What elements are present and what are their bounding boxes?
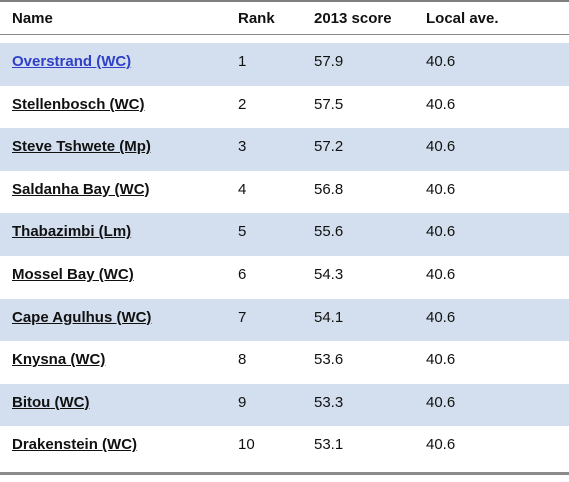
table-row: Overstrand (WC) 1 57.9 40.6	[0, 43, 569, 86]
municipality-link[interactable]: Saldanha Bay (WC)	[12, 180, 150, 198]
local-average-cell: 40.6	[426, 223, 456, 241]
local-average-cell: 40.6	[426, 180, 456, 198]
table-row: Drakenstein (WC) 10 53.1 40.6	[0, 426, 569, 469]
score-cell: 57.2	[314, 138, 344, 156]
score-cell: 57.9	[314, 53, 344, 70]
score-cell: 55.6	[314, 223, 344, 241]
score-cell: 53.1	[314, 436, 344, 454]
table-row: Mossel Bay (WC) 6 54.3 40.6	[0, 256, 569, 299]
table-top-rule	[0, 0, 569, 2]
score-cell: 56.8	[314, 180, 344, 198]
rank-cell: 4	[238, 180, 247, 198]
rank-cell: 6	[238, 265, 247, 283]
rank-cell: 9	[238, 393, 247, 411]
rank-cell: 5	[238, 223, 247, 241]
local-average-cell: 40.6	[426, 138, 456, 156]
municipality-link[interactable]: Mossel Bay (WC)	[12, 265, 134, 283]
local-average-cell: 40.6	[426, 53, 456, 70]
table-bottom-rule	[0, 472, 569, 475]
table-row: Thabazimbi (Lm) 5 55.6 40.6	[0, 213, 569, 256]
table-row: Saldanha Bay (WC) 4 56.8 40.6	[0, 171, 569, 214]
table-header-rule	[0, 34, 569, 35]
score-cell: 54.1	[314, 308, 344, 326]
rank-cell: 7	[238, 308, 247, 326]
score-cell: 57.5	[314, 95, 344, 113]
score-cell: 53.3	[314, 393, 344, 411]
rank-cell: 3	[238, 138, 247, 156]
table-body: Overstrand (WC) 1 57.9 40.6 Stellenbosch…	[0, 43, 569, 469]
municipality-link[interactable]: Stellenbosch (WC)	[12, 95, 145, 113]
table-row: Knysna (WC) 8 53.6 40.6	[0, 341, 569, 384]
local-average-cell: 40.6	[426, 95, 456, 113]
table-header-row: Name Rank 2013 score Local ave.	[0, 2, 569, 34]
rank-cell: 1	[238, 53, 247, 70]
local-average-cell: 40.6	[426, 436, 456, 454]
municipality-link[interactable]: Drakenstein (WC)	[12, 436, 138, 454]
local-average-cell: 40.6	[426, 393, 456, 411]
header-rank: Rank	[238, 10, 275, 27]
rank-cell: 8	[238, 351, 247, 369]
header-local-average: Local ave.	[426, 10, 499, 27]
table-row: Bitou (WC) 9 53.3 40.6	[0, 383, 569, 427]
municipality-link[interactable]: Steve Tshwete (Mp)	[12, 138, 151, 156]
local-average-cell: 40.6	[426, 308, 456, 326]
rank-cell: 10	[238, 436, 255, 454]
table-row: Steve Tshwete (Mp) 3 57.2 40.6	[0, 128, 569, 171]
header-name: Name	[12, 10, 53, 27]
header-score: 2013 score	[314, 10, 392, 27]
rank-cell: 2	[238, 95, 247, 113]
municipality-link[interactable]: Overstrand (WC)	[12, 53, 132, 70]
local-average-cell: 40.6	[426, 351, 456, 369]
local-average-cell: 40.6	[426, 265, 456, 283]
municipality-link[interactable]: Bitou (WC)	[12, 393, 90, 411]
municipality-link[interactable]: Thabazimbi (Lm)	[12, 223, 132, 241]
table-row: Stellenbosch (WC) 2 57.5 40.6	[0, 86, 569, 129]
score-cell: 53.6	[314, 351, 344, 369]
score-cell: 54.3	[314, 265, 344, 283]
table-row: Cape Agulhus (WC) 7 54.1 40.6	[0, 298, 569, 342]
municipality-link[interactable]: Cape Agulhus (WC)	[12, 308, 152, 326]
municipality-link[interactable]: Knysna (WC)	[12, 351, 106, 369]
